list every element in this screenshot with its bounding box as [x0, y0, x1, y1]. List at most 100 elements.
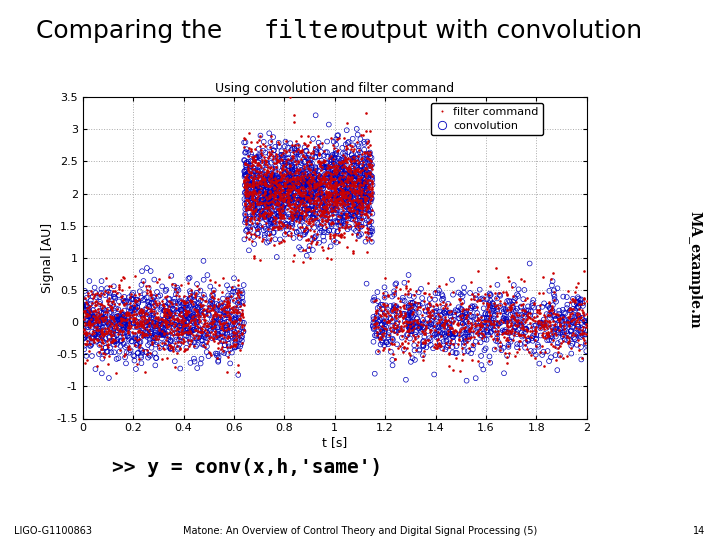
Point: [117, 315, 128, 324]
Point: [377, 338, 388, 347]
Point: [256, 161, 268, 170]
Point: [181, 317, 193, 326]
Point: [171, 323, 183, 332]
Point: [294, 165, 306, 174]
Point: [571, 304, 582, 313]
Point: [104, 308, 115, 317]
Point: [84, 307, 96, 316]
Point: [77, 301, 89, 310]
Point: [81, 300, 93, 308]
Point: [312, 192, 323, 200]
Point: [317, 193, 328, 202]
Point: [97, 326, 109, 335]
Point: [259, 181, 271, 190]
Point: [131, 340, 143, 349]
Point: [313, 182, 325, 191]
Point: [571, 325, 582, 333]
Point: [287, 185, 298, 194]
Point: [491, 334, 503, 342]
Point: [353, 177, 364, 186]
Point: [344, 174, 356, 183]
Point: [246, 208, 258, 217]
Point: [264, 210, 276, 218]
Point: [323, 211, 335, 220]
Point: [457, 349, 469, 358]
Point: [379, 318, 390, 326]
Point: [152, 330, 163, 339]
Point: [274, 208, 286, 217]
Point: [233, 322, 245, 330]
Point: [264, 201, 276, 210]
Point: [300, 217, 312, 225]
Point: [150, 361, 161, 370]
Point: [125, 293, 136, 301]
Point: [353, 212, 364, 220]
Point: [549, 315, 561, 324]
Point: [539, 312, 551, 321]
Point: [322, 190, 333, 198]
Point: [299, 164, 310, 173]
Point: [309, 234, 320, 242]
Point: [235, 342, 246, 351]
Point: [264, 211, 276, 219]
Point: [173, 292, 184, 300]
Point: [246, 205, 257, 213]
Point: [123, 348, 135, 357]
Point: [359, 194, 371, 203]
Point: [530, 335, 541, 343]
Point: [517, 325, 528, 334]
Point: [530, 321, 541, 330]
Point: [444, 339, 455, 348]
Point: [321, 162, 333, 171]
Point: [351, 220, 362, 228]
Point: [405, 299, 416, 307]
Point: [511, 330, 523, 339]
Point: [119, 350, 130, 359]
Point: [435, 341, 446, 350]
Point: [420, 321, 431, 330]
Point: [570, 282, 582, 291]
Point: [325, 195, 336, 204]
Point: [239, 156, 251, 165]
Point: [276, 185, 287, 193]
Point: [295, 171, 307, 179]
Point: [248, 230, 260, 238]
Point: [137, 328, 148, 336]
Point: [177, 326, 189, 334]
Point: [150, 335, 162, 343]
Point: [142, 331, 153, 340]
Point: [325, 219, 336, 227]
Point: [162, 332, 174, 340]
Point: [78, 332, 89, 340]
Point: [202, 310, 214, 319]
Point: [84, 289, 96, 298]
Point: [559, 329, 571, 338]
Point: [88, 291, 99, 300]
Point: [186, 298, 197, 306]
Point: [281, 187, 292, 195]
Point: [456, 305, 467, 314]
Point: [492, 305, 503, 313]
Point: [302, 193, 314, 201]
Point: [538, 315, 549, 324]
Point: [320, 212, 331, 221]
Point: [194, 328, 206, 336]
Point: [110, 321, 122, 329]
Point: [259, 222, 271, 231]
Point: [81, 301, 93, 310]
Point: [560, 327, 572, 336]
Point: [391, 312, 402, 320]
Point: [237, 298, 248, 306]
Point: [352, 158, 364, 167]
Point: [131, 323, 143, 332]
Point: [177, 301, 189, 309]
Point: [553, 315, 564, 324]
Point: [305, 183, 316, 191]
Point: [439, 315, 451, 324]
Point: [240, 185, 251, 193]
Point: [308, 209, 320, 218]
Point: [341, 119, 353, 128]
Point: [515, 274, 526, 283]
Point: [248, 156, 260, 164]
Point: [145, 288, 156, 296]
